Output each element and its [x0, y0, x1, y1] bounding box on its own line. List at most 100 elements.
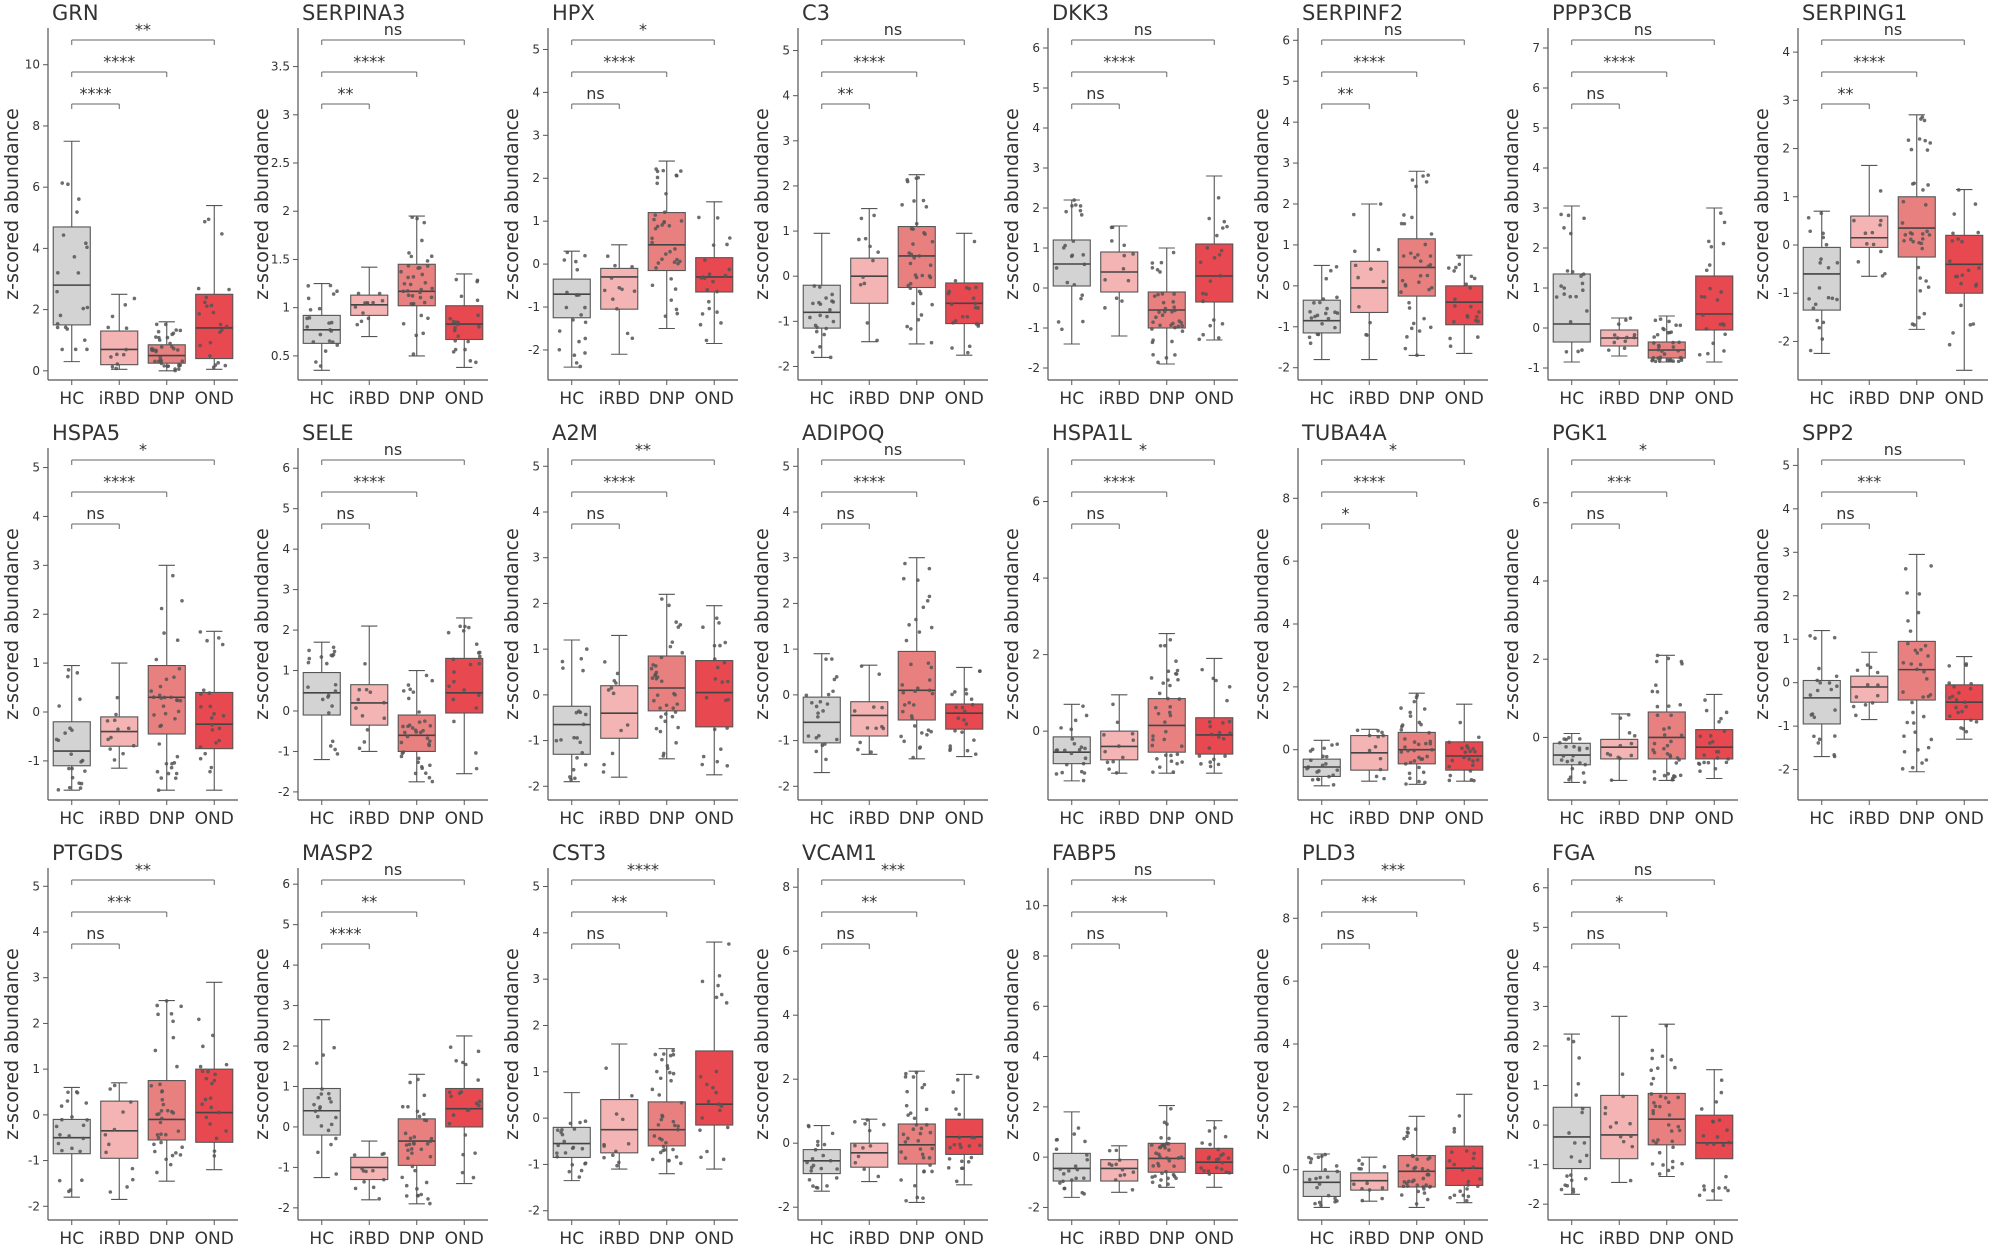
x-tick-label-dnp: DNP [1149, 809, 1185, 829]
y-tick-label: -2 [278, 1201, 290, 1215]
data-point [719, 321, 723, 325]
x-tick-label-dnp: DNP [899, 809, 935, 829]
data-point [578, 1120, 582, 1125]
data-point [178, 698, 183, 703]
data-point [1632, 332, 1637, 337]
data-point [1168, 705, 1172, 709]
data-point [406, 1148, 410, 1153]
data-point [912, 199, 916, 203]
data-point [1651, 748, 1655, 752]
data-point [1167, 1158, 1172, 1163]
data-point [1672, 774, 1676, 778]
data-point [876, 1174, 881, 1179]
data-point [946, 1166, 951, 1170]
data-point [461, 1152, 465, 1157]
data-point [1614, 1120, 1619, 1125]
x-tick-label-hc: HC [1559, 389, 1584, 409]
data-point [1715, 1135, 1720, 1139]
x-tick-label-irbd: iRBD [599, 809, 640, 829]
data-point [403, 1131, 408, 1136]
data-point [826, 692, 831, 697]
data-point [877, 672, 882, 676]
data-point [1424, 180, 1429, 184]
data-point [110, 364, 115, 369]
y-axis-label: z-scored abundance [1501, 108, 1523, 300]
data-point [1158, 323, 1162, 328]
data-point [805, 1160, 809, 1165]
data-point [1418, 273, 1423, 278]
data-point [311, 340, 316, 344]
x-tick-label-irbd: iRBD [1849, 389, 1890, 409]
data-point [658, 706, 662, 710]
data-point [458, 624, 462, 629]
data-point [1378, 202, 1383, 206]
data-point [149, 1083, 154, 1088]
panel-title: SELE [302, 421, 354, 445]
data-point [1308, 310, 1312, 314]
data-point [1199, 762, 1203, 766]
data-point [715, 289, 719, 294]
y-tick-label: 4 [32, 241, 40, 255]
data-point [625, 723, 630, 727]
data-point [728, 236, 732, 240]
data-point [364, 1169, 368, 1174]
data-point [1651, 1139, 1656, 1143]
box-hc [1552, 205, 1591, 363]
data-point [1150, 340, 1155, 345]
data-point [1911, 239, 1916, 244]
data-point [1107, 1148, 1112, 1153]
data-point [825, 314, 829, 319]
data-point [834, 1176, 839, 1180]
data-point [1376, 734, 1380, 739]
y-tick-label: 0 [782, 688, 790, 702]
data-point [965, 748, 970, 753]
data-point [368, 690, 373, 694]
data-point [1420, 1166, 1425, 1171]
data-point [619, 728, 623, 733]
data-point [1219, 248, 1224, 253]
data-point [674, 174, 679, 178]
box-body [1802, 679, 1841, 725]
data-point [1650, 358, 1654, 363]
data-point [863, 1122, 867, 1126]
box-ond [1195, 657, 1234, 774]
data-point [1870, 701, 1875, 705]
box-dnp [1397, 170, 1436, 358]
data-point [815, 325, 819, 330]
data-point [706, 299, 711, 304]
data-point [1405, 1130, 1410, 1134]
data-point [1667, 330, 1672, 335]
y-axis-label: z-scored abundance [1001, 108, 1023, 300]
data-point [720, 680, 725, 684]
x-tick-label-hc: HC [559, 1229, 584, 1249]
data-point [58, 313, 63, 318]
data-point [170, 761, 174, 766]
data-point [1917, 137, 1922, 141]
data-point [574, 710, 579, 715]
data-point [1151, 770, 1155, 774]
significance-hc-dnp: ** [1321, 892, 1418, 917]
data-point [1909, 662, 1914, 666]
data-point [69, 752, 74, 756]
significance-label: **** [103, 52, 135, 71]
data-point [203, 1097, 208, 1102]
data-point [1155, 756, 1159, 761]
data-point [1905, 591, 1909, 595]
data-point [1417, 779, 1421, 784]
y-tick-label: 4 [1282, 1037, 1290, 1051]
significance-hc-ond: ns [821, 20, 965, 45]
data-point [867, 1128, 872, 1133]
data-point [206, 1069, 210, 1074]
significance-label: **** [330, 924, 362, 943]
data-point [406, 696, 411, 701]
data-point [920, 273, 925, 278]
data-point [1468, 769, 1473, 773]
box-dnp [1397, 692, 1436, 786]
data-point [1401, 254, 1406, 258]
data-point [1572, 744, 1576, 749]
data-point [565, 250, 570, 255]
data-point [1564, 745, 1568, 749]
data-point [701, 275, 706, 279]
data-point [1174, 659, 1178, 663]
